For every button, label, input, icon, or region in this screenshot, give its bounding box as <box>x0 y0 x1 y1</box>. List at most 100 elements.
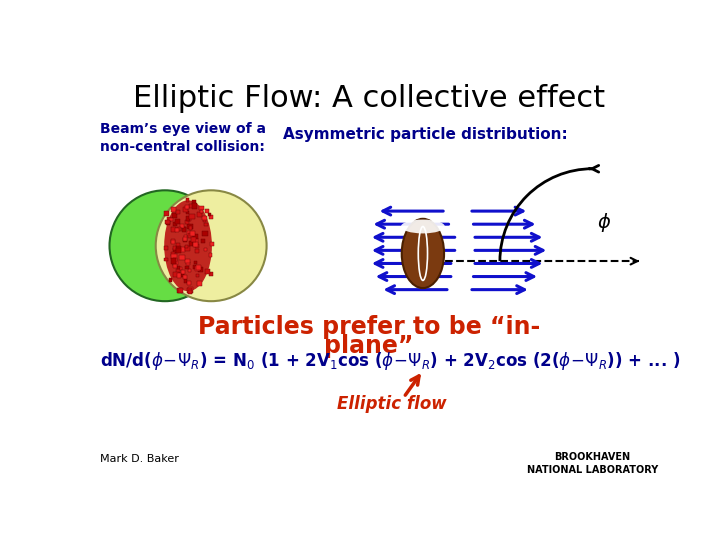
Bar <box>174 222 177 226</box>
Bar <box>195 244 199 247</box>
Ellipse shape <box>164 200 212 291</box>
Bar <box>176 273 181 278</box>
Bar <box>194 234 198 239</box>
Ellipse shape <box>402 219 444 288</box>
Bar <box>182 227 186 232</box>
Bar <box>176 210 180 214</box>
Bar <box>184 245 188 248</box>
Bar <box>179 224 184 228</box>
Bar <box>175 219 181 224</box>
Bar <box>189 226 192 230</box>
Bar <box>181 274 184 277</box>
Bar <box>171 239 175 243</box>
Bar <box>210 215 213 219</box>
Bar <box>181 269 185 274</box>
Bar <box>179 288 184 293</box>
Bar <box>188 233 193 238</box>
Text: ϕ: ϕ <box>598 213 611 232</box>
Bar <box>171 258 176 264</box>
Bar <box>204 248 207 251</box>
Bar <box>176 248 181 252</box>
Bar <box>188 290 192 294</box>
Bar <box>199 206 204 211</box>
Bar <box>171 240 174 244</box>
Bar <box>173 258 176 262</box>
Bar <box>166 221 170 225</box>
Bar <box>189 214 194 219</box>
Bar <box>197 212 202 217</box>
Text: BROOKHAVEN
NATIONAL LABORATORY: BROOKHAVEN NATIONAL LABORATORY <box>526 453 658 475</box>
Bar <box>175 228 179 232</box>
Bar <box>184 235 187 238</box>
Bar <box>173 248 178 253</box>
Bar <box>173 264 177 268</box>
Text: Elliptic Flow: A collective effect: Elliptic Flow: A collective effect <box>133 84 605 113</box>
Bar <box>192 204 197 208</box>
Circle shape <box>109 190 220 301</box>
Text: dN/d($\phi\!-\!\Psi_R$) = N$_0$ (1 + 2V$_1$cos ($\phi\!-\!\Psi_R$) + 2V$_2$cos (: dN/d($\phi\!-\!\Psi_R$) = N$_0$ (1 + 2V$… <box>99 350 680 372</box>
Bar <box>183 238 187 242</box>
Bar <box>167 217 171 221</box>
Bar <box>196 274 199 277</box>
Bar <box>204 223 207 226</box>
Bar <box>207 213 211 216</box>
Bar <box>194 242 198 247</box>
Bar <box>164 246 168 250</box>
Bar <box>181 247 185 252</box>
Bar <box>185 205 189 209</box>
Bar <box>186 198 189 202</box>
Bar <box>173 262 176 266</box>
Circle shape <box>156 190 266 301</box>
Bar <box>181 226 186 231</box>
Bar <box>166 220 170 225</box>
Bar <box>176 244 181 248</box>
Bar <box>189 241 193 246</box>
Bar <box>185 246 190 251</box>
Bar <box>176 248 181 253</box>
Bar <box>173 246 176 249</box>
Bar <box>169 278 172 281</box>
Text: Mark D. Baker: Mark D. Baker <box>99 454 179 464</box>
Bar <box>192 238 196 242</box>
Bar <box>198 267 203 272</box>
Bar <box>184 279 187 283</box>
Bar <box>179 267 181 271</box>
Bar <box>197 281 202 286</box>
Bar <box>195 248 199 253</box>
Bar <box>187 224 192 230</box>
Bar <box>186 216 190 221</box>
Bar <box>196 265 202 270</box>
Bar <box>202 231 208 236</box>
Bar <box>186 232 192 236</box>
Text: Elliptic flow: Elliptic flow <box>337 395 447 413</box>
Bar <box>210 242 214 246</box>
Bar <box>184 237 187 241</box>
Bar <box>183 274 187 279</box>
Text: Beam’s eye view of a
non-central collision:: Beam’s eye view of a non-central collisi… <box>99 122 266 154</box>
Bar <box>188 269 191 272</box>
Bar <box>186 259 189 264</box>
Bar <box>205 269 210 274</box>
Bar <box>195 266 200 271</box>
Bar <box>163 211 168 217</box>
Bar <box>200 210 204 213</box>
Bar <box>176 246 181 251</box>
Bar <box>202 215 207 220</box>
Bar <box>187 288 192 293</box>
Ellipse shape <box>401 220 445 233</box>
Bar <box>168 218 173 221</box>
Bar <box>193 265 197 269</box>
Bar <box>187 281 191 285</box>
Bar <box>171 227 176 232</box>
Bar <box>190 231 195 235</box>
Text: Particles prefer to be “in-: Particles prefer to be “in- <box>198 315 540 339</box>
Bar <box>174 272 179 277</box>
Bar <box>164 258 168 261</box>
Bar <box>209 272 213 276</box>
Bar <box>188 287 193 293</box>
Bar <box>186 262 189 265</box>
Bar <box>172 213 176 218</box>
Bar <box>201 239 204 244</box>
Bar <box>184 207 188 212</box>
Text: plane”: plane” <box>324 334 414 358</box>
